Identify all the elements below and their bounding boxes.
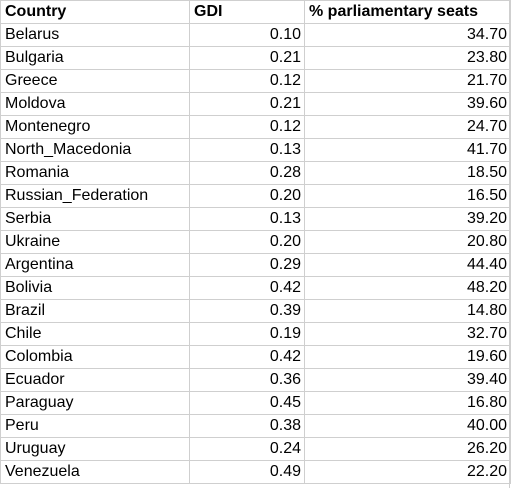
cell-parliamentary-seats[interactable]: 41.70 — [304, 138, 511, 162]
cell-gdi[interactable]: 0.13 — [189, 138, 305, 162]
table-row: Chile 0.19 32.70 — [0, 322, 511, 346]
cell-gdi[interactable]: 0.10 — [189, 23, 305, 47]
cell-country[interactable]: Colombia — [0, 345, 190, 369]
cell-gdi[interactable]: 0.12 — [189, 69, 305, 93]
table-row: Peru 0.38 40.00 — [0, 414, 511, 438]
cell-country[interactable]: Bolivia — [0, 276, 190, 300]
cell-gdi[interactable]: 0.19 — [189, 322, 305, 346]
table-row: Ecuador 0.36 39.40 — [0, 368, 511, 392]
cell-parliamentary-seats[interactable]: 21.70 — [304, 69, 511, 93]
cell-gdi[interactable]: 0.45 — [189, 391, 305, 415]
cell-parliamentary-seats[interactable]: 44.40 — [304, 253, 511, 277]
cell-gdi[interactable]: 0.38 — [189, 414, 305, 438]
cell-parliamentary-seats[interactable]: 18.50 — [304, 161, 511, 185]
table-row: Belarus 0.10 34.70 — [0, 23, 511, 47]
table-row: Venezuela 0.49 22.20 — [0, 460, 511, 484]
table-row: Greece 0.12 21.70 — [0, 69, 511, 93]
cell-gdi[interactable]: 0.42 — [189, 276, 305, 300]
table-row: Bolivia 0.42 48.20 — [0, 276, 511, 300]
cell-parliamentary-seats[interactable]: 20.80 — [304, 230, 511, 254]
cell-parliamentary-seats[interactable]: 24.70 — [304, 115, 511, 139]
cell-gdi[interactable]: 0.42 — [189, 345, 305, 369]
cell-gdi[interactable]: 0.28 — [189, 161, 305, 185]
cell-country[interactable]: Paraguay — [0, 391, 190, 415]
cell-gdi[interactable]: 0.12 — [189, 115, 305, 139]
cell-parliamentary-seats[interactable]: 16.80 — [304, 391, 511, 415]
cell-gdi[interactable]: 0.20 — [189, 184, 305, 208]
cell-parliamentary-seats[interactable]: 48.20 — [304, 276, 511, 300]
table-row: Uruguay 0.24 26.20 — [0, 437, 511, 461]
cell-country[interactable]: Peru — [0, 414, 190, 438]
table-row: Montenegro 0.12 24.70 — [0, 115, 511, 139]
cell-country[interactable]: Argentina — [0, 253, 190, 277]
cell-gdi[interactable]: 0.13 — [189, 207, 305, 231]
cell-country[interactable]: Serbia — [0, 207, 190, 231]
cell-country[interactable]: Russian_Federation — [0, 184, 190, 208]
header-gdi[interactable]: GDI — [189, 0, 305, 24]
header-parliamentary-seats[interactable]: % parliamentary seats — [304, 0, 511, 24]
cell-parliamentary-seats[interactable]: 26.20 — [304, 437, 511, 461]
table-row: Brazil 0.39 14.80 — [0, 299, 511, 323]
cell-parliamentary-seats[interactable]: 32.70 — [304, 322, 511, 346]
table-row: Moldova 0.21 39.60 — [0, 92, 511, 116]
cell-parliamentary-seats[interactable]: 40.00 — [304, 414, 511, 438]
header-row: Country GDI % parliamentary seats — [0, 0, 511, 24]
cell-country[interactable]: Belarus — [0, 23, 190, 47]
cell-gdi[interactable]: 0.21 — [189, 46, 305, 70]
table-row: Bulgaria 0.21 23.80 — [0, 46, 511, 70]
cell-parliamentary-seats[interactable]: 16.50 — [304, 184, 511, 208]
cell-country[interactable]: Ecuador — [0, 368, 190, 392]
header-country[interactable]: Country — [0, 0, 190, 24]
cell-parliamentary-seats[interactable]: 14.80 — [304, 299, 511, 323]
cell-country[interactable]: Bulgaria — [0, 46, 190, 70]
cell-parliamentary-seats[interactable]: 19.60 — [304, 345, 511, 369]
grid-edge — [509, 0, 510, 488]
cell-gdi[interactable]: 0.24 — [189, 437, 305, 461]
cell-country[interactable]: Chile — [0, 322, 190, 346]
table-row: Paraguay 0.45 16.80 — [0, 391, 511, 415]
cell-gdi[interactable]: 0.39 — [189, 299, 305, 323]
table-row: Russian_Federation 0.20 16.50 — [0, 184, 511, 208]
cell-parliamentary-seats[interactable]: 39.60 — [304, 92, 511, 116]
table-row: Colombia 0.42 19.60 — [0, 345, 511, 369]
cell-country[interactable]: North_Macedonia — [0, 138, 190, 162]
cell-country[interactable]: Venezuela — [0, 460, 190, 484]
table-row: Romania 0.28 18.50 — [0, 161, 511, 185]
cell-gdi[interactable]: 0.36 — [189, 368, 305, 392]
cell-parliamentary-seats[interactable]: 23.80 — [304, 46, 511, 70]
cell-parliamentary-seats[interactable]: 34.70 — [304, 23, 511, 47]
table-row: Ukraine 0.20 20.80 — [0, 230, 511, 254]
cell-gdi[interactable]: 0.20 — [189, 230, 305, 254]
cell-country[interactable]: Uruguay — [0, 437, 190, 461]
table-row: North_Macedonia 0.13 41.70 — [0, 138, 511, 162]
cell-country[interactable]: Greece — [0, 69, 190, 93]
cell-parliamentary-seats[interactable]: 39.20 — [304, 207, 511, 231]
table-row: Argentina 0.29 44.40 — [0, 253, 511, 277]
cell-gdi[interactable]: 0.21 — [189, 92, 305, 116]
cell-country[interactable]: Montenegro — [0, 115, 190, 139]
cell-country[interactable]: Moldova — [0, 92, 190, 116]
cell-gdi[interactable]: 0.49 — [189, 460, 305, 484]
cell-parliamentary-seats[interactable]: 39.40 — [304, 368, 511, 392]
cell-country[interactable]: Romania — [0, 161, 190, 185]
table-row: Serbia 0.13 39.20 — [0, 207, 511, 231]
cell-country[interactable]: Brazil — [0, 299, 190, 323]
cell-gdi[interactable]: 0.29 — [189, 253, 305, 277]
cell-parliamentary-seats[interactable]: 22.20 — [304, 460, 511, 484]
cell-country[interactable]: Ukraine — [0, 230, 190, 254]
